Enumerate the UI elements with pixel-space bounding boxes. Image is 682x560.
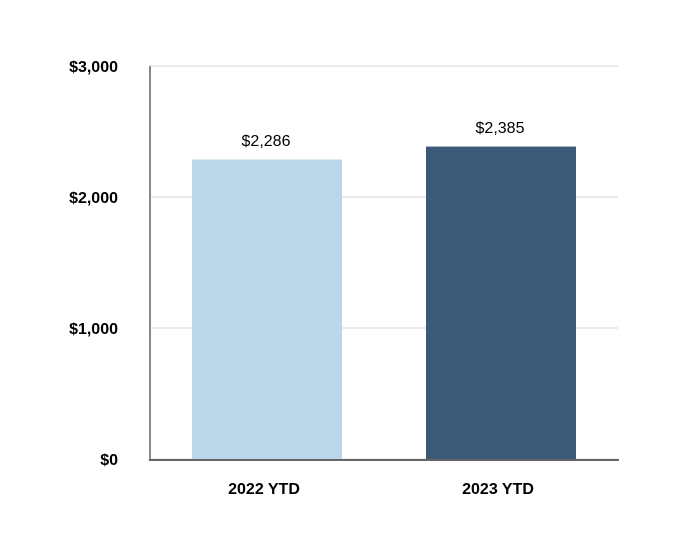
value-label: $2,286 — [242, 133, 291, 150]
y-tick-label: $2,000 — [69, 190, 118, 207]
bar — [192, 159, 342, 459]
y-tick-label: $0 — [100, 452, 118, 469]
x-tick-label: 2023 YTD — [462, 481, 534, 498]
y-tick-label: $1,000 — [69, 321, 118, 338]
x-tick-label: 2022 YTD — [228, 481, 300, 498]
bar — [426, 146, 576, 459]
y-tick-label: $3,000 — [69, 59, 118, 76]
value-label: $2,385 — [476, 120, 525, 137]
